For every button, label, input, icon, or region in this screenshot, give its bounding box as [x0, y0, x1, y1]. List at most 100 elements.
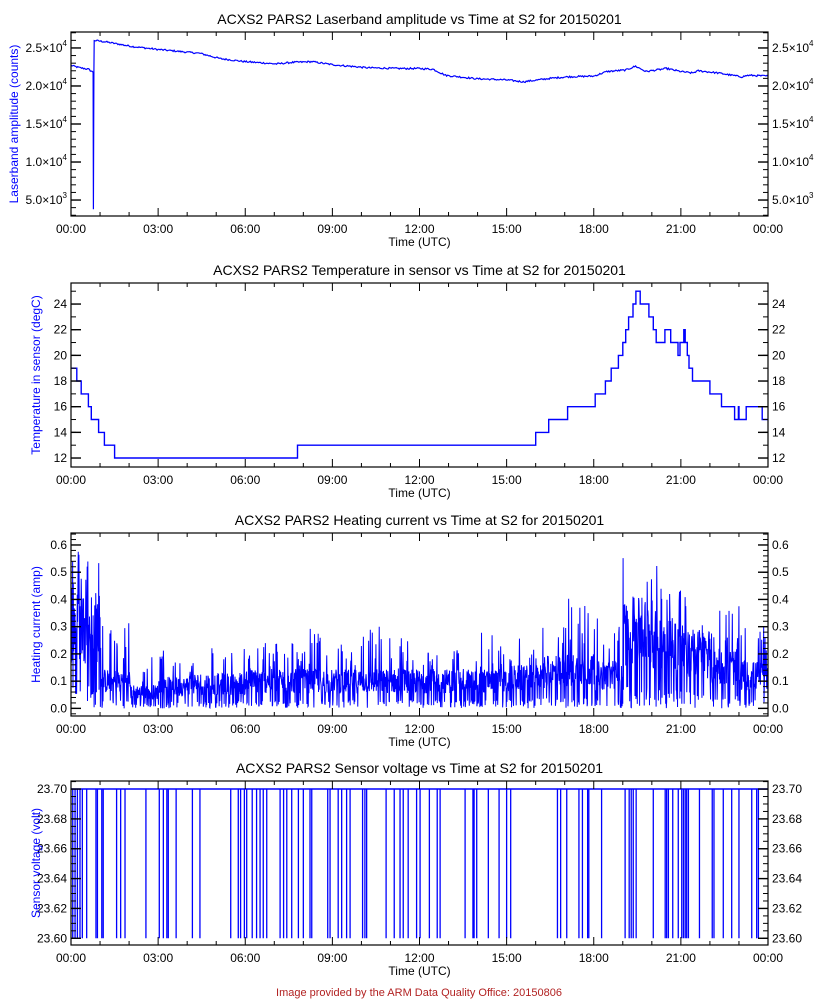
panel-4: ACXS2 PARS2 Sensor voltage vs Time at S2… [29, 760, 802, 978]
x-tick-label: 12:00 [404, 473, 434, 487]
x-tick-label: 15:00 [492, 722, 522, 736]
x-tick-label: 06:00 [230, 222, 260, 236]
y-tick-label-left: 24 [54, 297, 68, 311]
series-group [71, 39, 768, 210]
y-tick-mantissa: 2.0 [772, 79, 789, 93]
y-axis-label: Laserband amplitude (counts) [7, 45, 21, 204]
y-tick-label-left: 12 [54, 451, 68, 465]
x-tick-label: 09:00 [317, 473, 347, 487]
times-ten: ×10 [789, 117, 810, 131]
y-tick-label-left: 23.70 [37, 782, 67, 796]
x-tick-label: 00:00 [753, 722, 783, 736]
y-tick-mantissa: 1.0 [26, 155, 43, 169]
y-tick-label-right: 0.3 [772, 620, 789, 634]
times-ten: ×10 [42, 117, 63, 131]
y-tick-label-left: 0.4 [50, 592, 67, 606]
x-tick-label: 06:00 [230, 722, 260, 736]
y-tick-label-left: 0.5 [50, 565, 67, 579]
y-tick-exponent: 4 [809, 115, 814, 124]
times-ten: ×10 [789, 41, 810, 55]
y-tick-label-left: 22 [54, 323, 68, 337]
laserband-amplitude-line [71, 39, 768, 210]
x-axis-label: Time (UTC) [388, 735, 450, 749]
x-tick-label: 00:00 [56, 722, 86, 736]
times-ten: ×10 [42, 41, 63, 55]
chart-title: ACXS2 PARS2 Sensor voltage vs Time at S2… [236, 760, 603, 776]
y-tick-label-right: 24 [772, 297, 786, 311]
x-tick-label: 09:00 [317, 222, 347, 236]
y-tick-label-right: 20 [772, 348, 786, 362]
y-tick-label-left: 20 [54, 348, 68, 362]
plot-frame [70, 282, 769, 468]
y-tick-mantissa: 2.5 [772, 41, 789, 55]
plot-frame [70, 31, 769, 217]
y-tick-exponent: 4 [63, 39, 68, 48]
x-tick-label: 21:00 [666, 951, 696, 965]
y-tick-exponent: 3 [63, 191, 68, 200]
panel-1: ACXS2 PARS2 Laserband amplitude vs Time … [7, 11, 814, 249]
x-tick-label: 09:00 [317, 951, 347, 965]
x-tick-label: 00:00 [753, 222, 783, 236]
times-ten: ×10 [789, 155, 810, 169]
times-ten: ×10 [42, 155, 63, 169]
y-tick-exponent: 4 [809, 153, 814, 162]
y-tick-label-right: 0.4 [772, 592, 789, 606]
x-tick-label: 00:00 [753, 473, 783, 487]
x-tick-label: 03:00 [143, 473, 173, 487]
x-tick-label: 18:00 [579, 951, 609, 965]
y-axis-label: Sensor voltage (volt) [29, 808, 43, 918]
y-tick-label-right: 5.0×103 [772, 191, 814, 207]
x-tick-label: 00:00 [753, 951, 783, 965]
x-tick-label: 00:00 [56, 951, 86, 965]
heating-current-line [71, 551, 768, 709]
y-tick-label-left: 2.5×104 [26, 39, 68, 55]
y-tick-label-right: 14 [772, 425, 786, 439]
y-tick-label-left: 0.2 [50, 647, 67, 661]
x-tick-label: 03:00 [143, 722, 173, 736]
y-tick-mantissa: 5.0 [772, 193, 789, 207]
y-tick-exponent: 4 [63, 77, 68, 86]
y-tick-mantissa: 5.0 [26, 193, 43, 207]
x-tick-label: 09:00 [317, 722, 347, 736]
y-axis-label: Temperature in sensor (degC) [29, 295, 43, 454]
x-tick-label: 12:00 [404, 951, 434, 965]
y-tick-mantissa: 2.5 [26, 41, 43, 55]
y-tick-label-left: 16 [54, 400, 68, 414]
y-tick-exponent: 4 [63, 115, 68, 124]
y-tick-exponent: 3 [809, 191, 814, 200]
x-tick-label: 18:00 [579, 473, 609, 487]
x-tick-label: 15:00 [492, 473, 522, 487]
y-tick-label-right: 0.6 [772, 538, 789, 552]
y-tick-label-right: 23.62 [772, 901, 802, 915]
y-tick-label-right: 0.2 [772, 647, 789, 661]
y-tick-label-left: 0.0 [50, 701, 67, 715]
x-tick-label: 15:00 [492, 951, 522, 965]
y-tick-label-left: 0.6 [50, 538, 67, 552]
y-tick-label-left: 23.62 [37, 901, 67, 915]
y-tick-label-right: 1.0×104 [772, 153, 814, 169]
y-tick-label-right: 0.0 [772, 701, 789, 715]
y-tick-label-right: 0.1 [772, 674, 789, 688]
series-group [71, 290, 768, 459]
x-tick-label: 00:00 [56, 473, 86, 487]
footer-credit: Image provided by the ARM Data Quality O… [276, 987, 562, 999]
x-tick-label: 15:00 [492, 222, 522, 236]
y-tick-exponent: 4 [63, 153, 68, 162]
times-ten: ×10 [42, 79, 63, 93]
x-tick-label: 03:00 [143, 222, 173, 236]
x-tick-label: 21:00 [666, 722, 696, 736]
y-tick-label-left: 2.0×104 [26, 77, 68, 93]
x-tick-label: 00:00 [56, 222, 86, 236]
x-tick-label: 03:00 [143, 951, 173, 965]
y-tick-label-left: 14 [54, 425, 68, 439]
panel-3: ACXS2 PARS2 Heating current vs Time at S… [29, 512, 789, 749]
x-tick-label: 21:00 [666, 222, 696, 236]
y-tick-label-right: 2.0×104 [772, 77, 814, 93]
chart-title: ACXS2 PARS2 Temperature in sensor vs Tim… [213, 262, 626, 278]
x-tick-label: 21:00 [666, 473, 696, 487]
times-ten: ×10 [789, 193, 810, 207]
y-tick-label-left: 23.66 [37, 842, 67, 856]
y-tick-exponent: 4 [809, 77, 814, 86]
chart-title: ACXS2 PARS2 Heating current vs Time at S… [235, 512, 605, 528]
